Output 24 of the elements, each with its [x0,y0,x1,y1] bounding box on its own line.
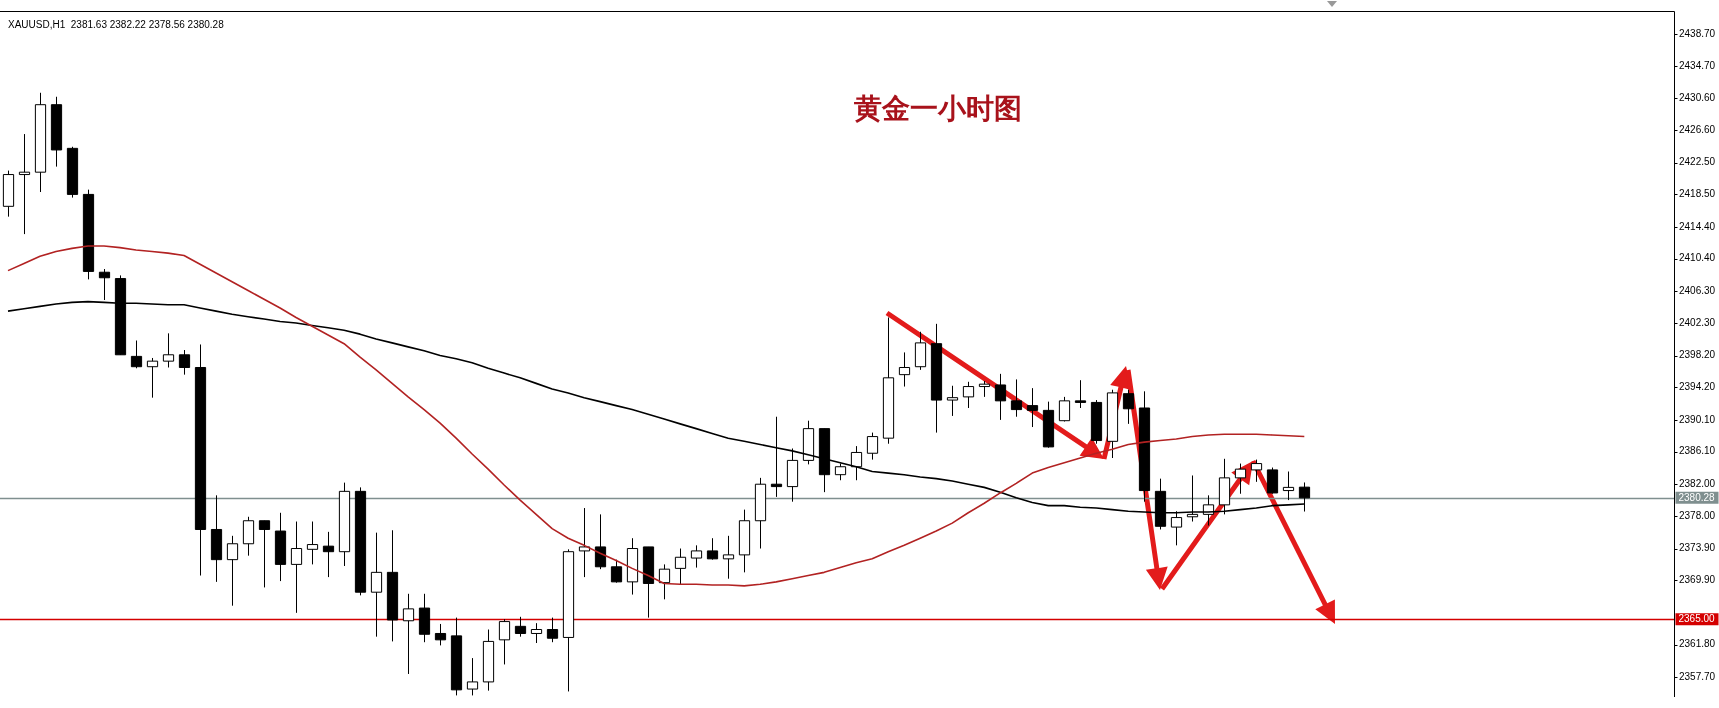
y-tick-label: 2410.40 [1679,252,1716,264]
y-tick-label: 2382.00 [1679,477,1716,489]
y-tick-label: 2378.00 [1679,509,1716,521]
y-tick-label: 2422.50 [1679,156,1716,168]
y-tick-label: 2402.30 [1679,316,1716,328]
y-tick-label: 2426.60 [1679,123,1716,135]
y-tick-label: 2398.20 [1679,349,1716,361]
text: 黄金一小时图 [852,92,1022,126]
y-tick-label: 2406.30 [1679,285,1716,297]
ref-line-label: 2380.28 [1678,491,1716,503]
ref-line-label: 2365.00 [1678,612,1716,624]
y-tick-label: 2414.40 [1679,220,1716,232]
y-tick-label: 2438.70 [1679,27,1716,39]
y-tick-label: 2373.90 [1679,542,1716,554]
y-tick-label: 2430.60 [1679,92,1716,104]
y-tick-label: 2390.10 [1679,413,1716,425]
y-tick-label: 2386.10 [1679,445,1716,457]
y-tick-label: 2361.80 [1679,638,1716,650]
y-tick-label: 2369.90 [1679,574,1716,586]
y-tick-label: 2394.20 [1679,381,1716,393]
y-tick-label: 2434.70 [1679,59,1716,71]
y-tick-label: 2357.70 [1679,670,1716,682]
y-tick-label: 2418.50 [1679,188,1716,200]
annotation: XAUUSD,H1 2381.63 2382.22 2378.56 2380.28 [8,18,225,30]
